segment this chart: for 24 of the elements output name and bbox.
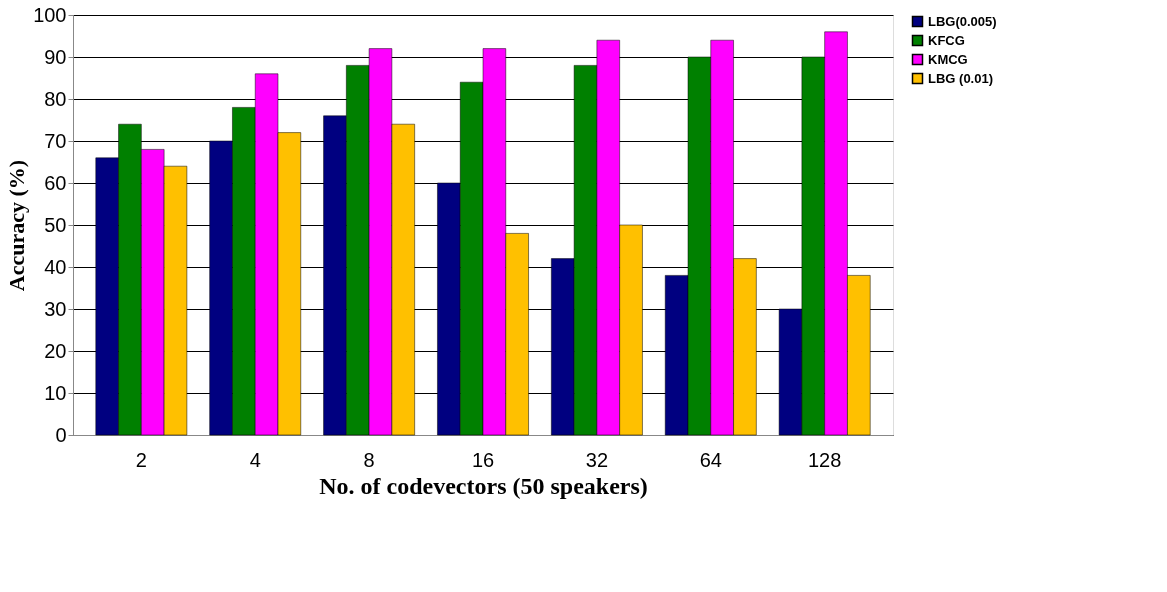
x-tick-label: 32 [585, 448, 609, 471]
x-tick-label: 2 [135, 448, 147, 471]
legend-label: KMCG [928, 51, 968, 67]
legend-label: KFCG [928, 32, 965, 48]
y-tick-label: 100 [33, 3, 67, 26]
y-tick-label: 80 [44, 87, 67, 110]
y-tick-label: 10 [44, 381, 67, 404]
y-tick-label: 0 [55, 423, 67, 446]
legend-label: LBG (0.01) [928, 70, 994, 86]
y-tick-label: 70 [44, 129, 67, 152]
y-tick-label: 40 [44, 255, 67, 278]
x-tick-label: 4 [249, 448, 261, 471]
y-tick-label: 20 [44, 339, 67, 362]
x-tick-label: 8 [363, 448, 375, 471]
x-tick-label: 128 [807, 448, 842, 471]
y-tick-label: 90 [44, 45, 67, 68]
y-tick-label: 30 [44, 297, 67, 320]
y-axis-title: Accuracy (%) [4, 159, 30, 292]
y-tick-label: 60 [44, 171, 67, 194]
x-axis-title: No. of codevectors (50 speakers) [319, 472, 648, 499]
x-tick-label: 16 [471, 448, 495, 471]
y-tick-label: 50 [44, 213, 67, 236]
legend-label: LBG(0.005) [928, 13, 997, 29]
x-tick-label: 64 [699, 448, 722, 471]
